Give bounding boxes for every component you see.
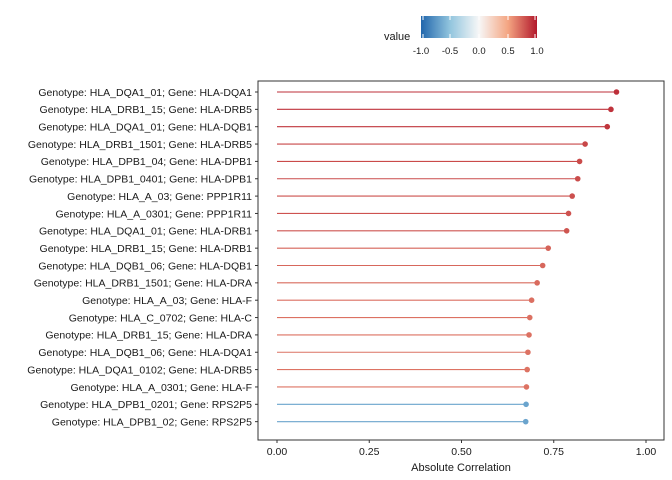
y-axis-label: Genotype: HLA_DRB1_1501; Gene: HLA-DRB5 [28, 139, 252, 151]
y-axis-label: Genotype: HLA_DPB1_0201; Gene: RPS2P5 [40, 399, 252, 411]
legend-tick-label: 0.5 [501, 46, 514, 57]
lollipop-dot [525, 349, 531, 356]
lollipop-dot [526, 314, 533, 321]
x-tick-label: 0.75 [544, 446, 565, 458]
plot-panel [257, 80, 665, 441]
legend-tick-label: 0.0 [472, 46, 485, 57]
x-axis-title: Absolute Correlation [411, 462, 511, 474]
y-axis-label: Genotype: HLA_DQA1_01; Gene: HLA-DQB1 [38, 122, 252, 134]
y-axis-label: Genotype: HLA_A_0301; Gene: HLA-F [70, 382, 252, 394]
y-axis-label: Genotype: HLA_DQA1_01; Gene: HLA-DRB1 [39, 226, 252, 238]
y-axis-label: Genotype: HLA_DRB1_15; Gene: HLA-DRA [45, 330, 252, 342]
lollipop-dot [569, 193, 575, 199]
x-tick-label: 0.00 [267, 446, 288, 458]
lollipop-dot [582, 141, 588, 147]
lollipop-dot [574, 175, 581, 182]
y-axis-label: Genotype: HLA_DQB1_06; Gene: HLA-DQB1 [38, 260, 252, 272]
x-tick-label: 0.50 [451, 446, 472, 458]
lollipop-dots [522, 89, 620, 425]
lollipop-dot [539, 262, 546, 269]
y-axis-label: Genotype: HLA_DPB1_02; Gene: RPS2P5 [52, 416, 252, 428]
y-axis-label: Genotype: HLA_DRB1_15; Gene: HLA-DRB1 [40, 243, 253, 255]
lollipop-dot [563, 228, 570, 234]
lollipop-dot [613, 89, 620, 95]
legend-tick-label: 1.0 [530, 46, 543, 57]
lollipop-dot [545, 245, 552, 251]
legend-tick-label: -1.0 [413, 46, 429, 57]
legend-tick-label: -0.5 [442, 46, 458, 57]
lollipop-dot [526, 332, 532, 338]
legend-title: value [384, 31, 410, 43]
y-axis-label: Genotype: HLA_C_0702; Gene: HLA-C [69, 312, 253, 324]
lollipop-dot [523, 401, 529, 408]
x-tick-label: 1.00 [636, 446, 657, 458]
x-tick-label: 0.25 [359, 446, 380, 458]
y-axis-labels: Genotype: HLA_DQA1_01; Gene: HLA-DQA1 Gen… [27, 87, 258, 428]
lollipop-dot [608, 106, 614, 113]
lollipop-dot [576, 158, 583, 165]
lollipop-dot [523, 384, 530, 390]
y-axis-label: Genotype: HLA_A_03; Gene: HLA-F [82, 295, 252, 307]
lollipop-dot [534, 280, 540, 286]
lollipop-dot [604, 123, 611, 130]
legend-ticks: -1.0 -0.5 0.0 0.5 1.0 [413, 16, 544, 57]
y-axis-label: Genotype: HLA_DPB1_04; Gene: HLA-DPB1 [41, 156, 252, 168]
lollipop-dot [528, 297, 535, 304]
y-axis-label: Genotype: HLA_A_03; Gene: PPP1R11 [67, 191, 252, 203]
lollipop-stems [277, 91, 617, 423]
y-axis-label: Genotype: HLA_DRB1_15; Gene: HLA-DRB5 [40, 104, 253, 116]
x-axis: 0.00 0.25 0.50 0.75 1.00 [267, 440, 657, 458]
lollipop-dot [522, 418, 529, 425]
y-axis-label: Genotype: HLA_DQA1_0102; Gene: HLA-DRB5 [27, 364, 252, 376]
color-legend: value -1.0 -0.5 0.0 0.5 1.0 [384, 16, 544, 57]
y-axis-label: Genotype: HLA_A_0301; Gene: PPP1R11 [55, 208, 252, 220]
y-axis-label: Genotype: HLA_DQA1_01; Gene: HLA-DQA1 [38, 87, 252, 99]
lollipop-dot [565, 210, 572, 217]
y-axis-label: Genotype: HLA_DQB1_06; Gene: HLA-DQA1 [38, 347, 252, 359]
y-axis-label: Genotype: HLA_DRB1_1501; Gene: HLA-DRA [34, 278, 252, 290]
lollipop-dot [524, 366, 530, 373]
legend-colorbar [421, 16, 537, 38]
y-axis-label: Genotype: HLA_DPB1_0401; Gene: HLA-DPB1 [29, 174, 252, 186]
